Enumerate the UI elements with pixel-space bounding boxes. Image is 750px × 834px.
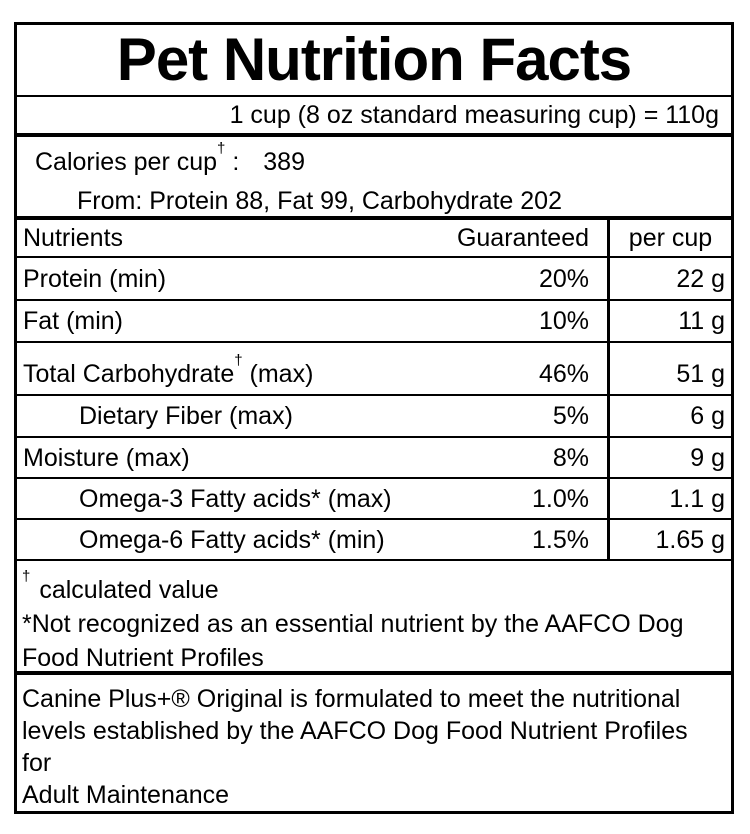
calories-label: Calories per cup: [35, 148, 218, 177]
nutrient-name: Total Carbohydrate† (max): [23, 351, 314, 389]
per-cup-value: 51 g: [676, 360, 725, 389]
aafco-statement: Canine Plus+® Original is formulated to …: [22, 685, 688, 809]
guaranteed-value: 46%: [538, 360, 589, 389]
per-cup-value: 1.65 g: [655, 525, 725, 554]
nutrient-name: Omega-3 Fatty acids* (max): [79, 484, 392, 513]
per-cup-value: 11 g: [678, 306, 725, 335]
guaranteed-value: 5%: [552, 402, 589, 431]
per-cup-value: 22 g: [676, 264, 725, 293]
header-left-cell: Nutrients Guaranteed: [17, 220, 607, 256]
per-cup-value: 1.1 g: [669, 484, 725, 513]
column-header-nutrients: Nutrients: [23, 224, 124, 253]
title-row: Pet Nutrition Facts: [17, 25, 731, 97]
dagger-mark: †: [22, 568, 31, 585]
serving-size-row: 1 cup (8 oz standard measuring cup) = 11…: [17, 97, 731, 138]
footnote-asterisk-note: *Not recognized as an essential nutrient…: [22, 610, 684, 673]
calories-value: 389: [263, 148, 305, 177]
nutrient-name: Moisture (max): [23, 443, 190, 472]
nutrient-name: Dietary Fiber (max): [79, 402, 293, 431]
dagger-mark: †: [217, 139, 226, 157]
nutrient-name: Omega-6 Fatty acids* (min): [79, 525, 385, 554]
label-box: Pet Nutrition Facts 1 cup (8 oz standard…: [14, 22, 734, 814]
nutrient-row-omega-6: Omega-6 Fatty acids* (min) 1.5% 1.65 g: [17, 520, 731, 561]
guaranteed-value: 10%: [538, 306, 589, 335]
nutrient-row-fat: Fat (min) 10% 11 g: [17, 301, 731, 343]
guaranteed-value: 8%: [552, 443, 589, 472]
nutrient-name: Protein (min): [23, 264, 167, 293]
nutrient-row-protein: Protein (min) 20% 22 g: [17, 258, 731, 302]
nutrient-row-moisture: Moisture (max) 8% 9 g: [17, 438, 731, 480]
per-cup-value: 9 g: [690, 443, 725, 472]
guaranteed-value: 1.5%: [532, 525, 589, 554]
label-title: Pet Nutrition Facts: [116, 26, 632, 93]
nutrient-name: Fat (min): [23, 306, 123, 335]
guaranteed-value: 20%: [538, 264, 589, 293]
calories-line: Calories per cup† :389: [17, 140, 731, 177]
column-header-per-cup: per cup: [607, 220, 731, 257]
calories-from-line: From: Protein 88, Fat 99, Carbohydrate 2…: [77, 187, 562, 216]
calories-colon: :: [225, 148, 240, 177]
nutrient-row-dietary-fiber: Dietary Fiber (max) 5% 6 g: [17, 396, 731, 439]
footnote-dagger-line: † calculated value: [22, 568, 721, 607]
footnotes-section: † calculated value *Not recognized as an …: [17, 561, 731, 675]
nutrient-row-total-carbohydrate: Total Carbohydrate† (max) 46% 51 g: [17, 342, 731, 397]
dagger-mark: †: [234, 351, 243, 369]
calories-section: Calories per cup† :389 From: Protein 88,…: [17, 137, 731, 221]
per-cup-value: 6 g: [690, 402, 725, 431]
nutrient-row-omega-3: Omega-3 Fatty acids* (max) 1.0% 1.1 g: [17, 479, 731, 521]
table-header-row: Nutrients Guaranteed per cup: [17, 220, 731, 259]
guaranteed-value: 1.0%: [532, 484, 589, 513]
footnote-dagger-text: calculated value: [39, 576, 219, 605]
column-header-guaranteed: Guaranteed: [456, 224, 589, 253]
serving-size-line: 1 cup (8 oz standard measuring cup) = 11…: [229, 101, 719, 130]
